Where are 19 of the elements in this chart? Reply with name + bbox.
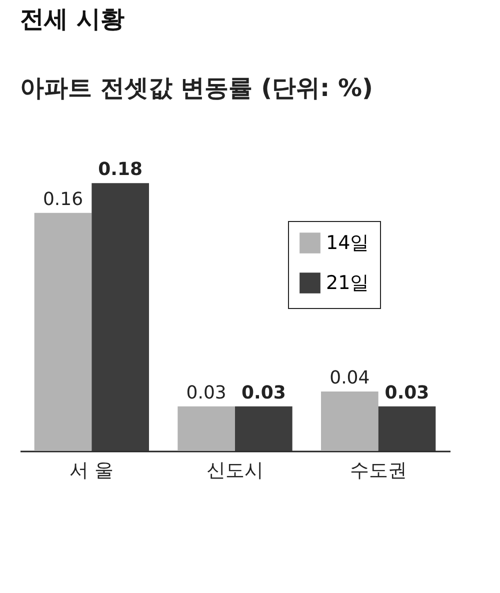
data-label: 0.03 [384, 382, 430, 404]
x-tick-label: 서 울 [70, 460, 114, 482]
x-tick-label: 신도시 [206, 460, 264, 482]
chart-subtitle: 아파트 전셋값 변동률 (단위: %) [20, 74, 374, 102]
legend-label: 21일 [326, 272, 370, 294]
x-tick-label: 수도권 [350, 460, 407, 482]
bar [378, 406, 436, 451]
data-label: 0.16 [42, 188, 84, 210]
data-label: 0.18 [98, 159, 143, 180]
bar [235, 406, 292, 451]
bar [34, 212, 92, 451]
legend-label: 14일 [326, 232, 370, 254]
bar [321, 391, 378, 451]
data-label: 0.03 [241, 382, 286, 404]
bar [178, 406, 235, 451]
chart-title: 전세 시황 [20, 5, 124, 33]
bar [92, 183, 149, 451]
data-label: 0.04 [330, 367, 370, 388]
data-label: 0.03 [186, 382, 226, 404]
